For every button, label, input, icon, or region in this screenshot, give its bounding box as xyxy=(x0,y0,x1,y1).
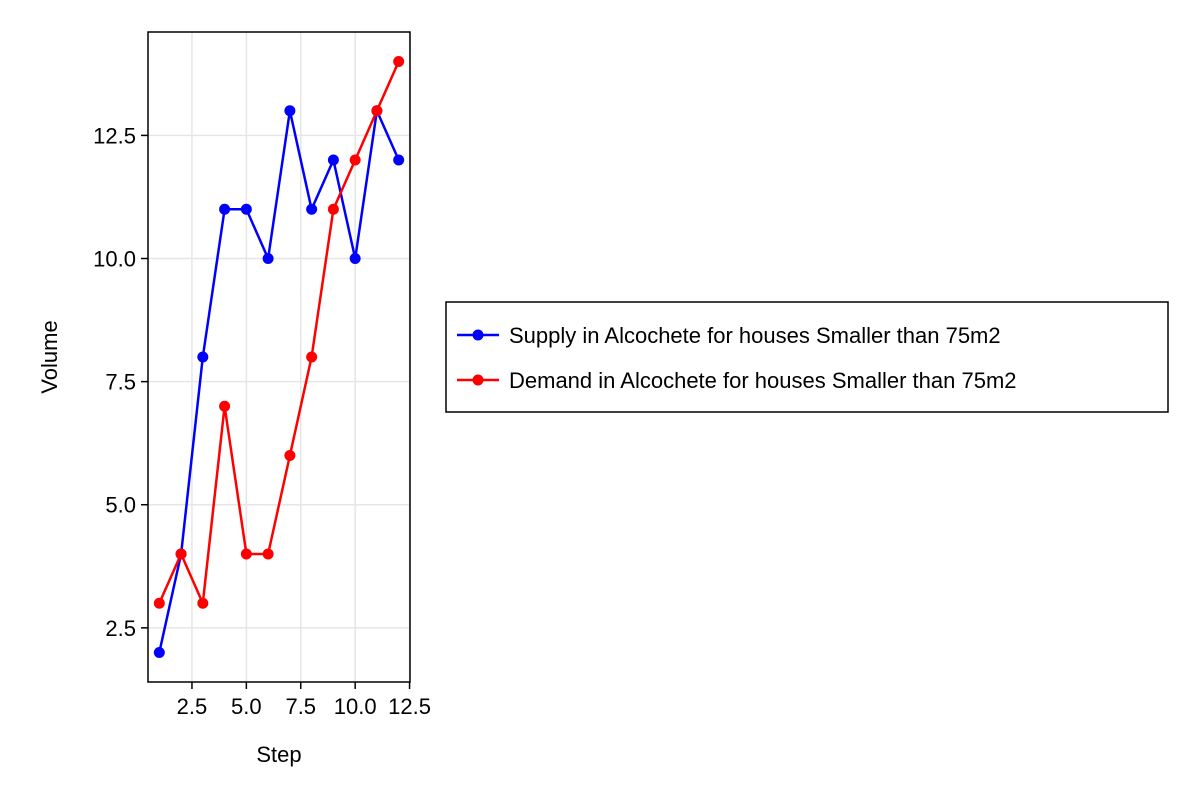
series-2-point xyxy=(327,203,339,215)
y-tick-label: 2.5 xyxy=(105,616,136,641)
x-tick-label: 12.5 xyxy=(388,694,431,719)
y-tick-label: 10.0 xyxy=(93,247,136,272)
series-1-point xyxy=(219,203,231,215)
series-1-point xyxy=(153,646,165,658)
legend-label: Demand in Alcochete for houses Smaller t… xyxy=(509,368,1017,393)
series-2-point xyxy=(219,400,231,412)
series-1-point xyxy=(240,203,252,215)
series-1-point xyxy=(262,253,274,265)
series-2-point xyxy=(284,449,296,461)
y-tick-label: 5.0 xyxy=(105,493,136,518)
series-layer xyxy=(153,56,405,658)
series-2-point xyxy=(349,154,361,166)
legend: Supply in Alcochete for houses Smaller t… xyxy=(445,301,1169,413)
series-1-point xyxy=(393,154,405,166)
series-1 xyxy=(153,105,405,658)
x-tick-label: 7.5 xyxy=(285,694,316,719)
series-1-point xyxy=(349,253,361,265)
legend-label: Supply in Alcochete for houses Smaller t… xyxy=(509,323,1001,348)
x-tick-label: 10.0 xyxy=(334,694,377,719)
series-2-point xyxy=(240,548,252,560)
series-1-point xyxy=(197,351,209,363)
series-2-line xyxy=(158,60,400,605)
series-1-point xyxy=(327,154,339,166)
series-1-line xyxy=(158,109,400,653)
plot-frame xyxy=(147,31,411,683)
series-2-point xyxy=(306,351,318,363)
legend-item-2: Demand in Alcochete for houses Smaller t… xyxy=(457,368,1017,393)
y-tick-label: 7.5 xyxy=(105,370,136,395)
series-2-point xyxy=(153,597,165,609)
x-tick-label: 2.5 xyxy=(177,694,208,719)
legend-swatch-marker xyxy=(472,374,484,386)
legend-swatch-marker xyxy=(472,329,484,341)
series-2-point xyxy=(393,56,405,68)
series-2-point xyxy=(197,597,209,609)
series-2-point xyxy=(175,548,187,560)
legend-item-1: Supply in Alcochete for houses Smaller t… xyxy=(457,323,1001,348)
legend-items: Supply in Alcochete for houses Smaller t… xyxy=(457,323,1017,393)
series-2-point xyxy=(371,105,383,117)
series-1-point xyxy=(284,105,296,117)
series-2 xyxy=(153,56,405,609)
y-tick-label: 12.5 xyxy=(93,123,136,148)
x-tick-label: 5.0 xyxy=(231,694,262,719)
y-axis-title: Volume xyxy=(37,320,62,393)
series-1-point xyxy=(306,203,318,215)
axis-ticks: 2.5 5.0 7.5 10.0 12.5 2.5 5.0 7.5 10.0 12.5 xyxy=(93,123,431,719)
legend-box xyxy=(445,301,1169,413)
x-axis-title: Step xyxy=(256,742,301,767)
series-2-point xyxy=(262,548,274,560)
